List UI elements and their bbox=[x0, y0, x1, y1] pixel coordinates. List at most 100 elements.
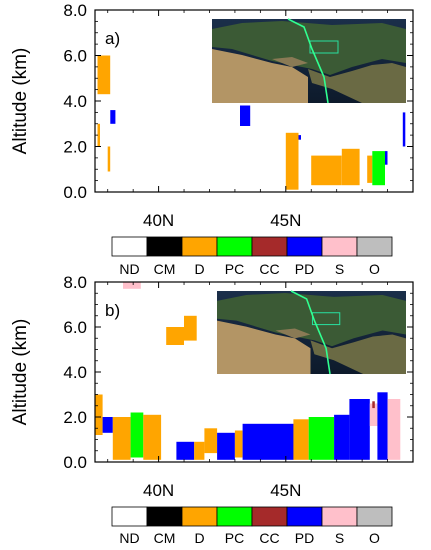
data-block-d bbox=[95, 394, 103, 435]
legend-label-s: S bbox=[335, 530, 344, 546]
legend-swatch-pd bbox=[286, 506, 323, 527]
y-tick-label: 8.0 bbox=[63, 273, 87, 292]
legend-bar: ND CM D PC CC PD S O bbox=[111, 506, 393, 546]
legend-label-o: O bbox=[369, 261, 380, 277]
legend-label-pd: PD bbox=[295, 530, 314, 546]
data-block-pd bbox=[110, 110, 116, 124]
legend-swatch-pc bbox=[216, 236, 253, 257]
y-tick-label: 8.0 bbox=[63, 1, 87, 20]
x-tick-label: 40N bbox=[143, 211, 174, 230]
map-region-box bbox=[311, 312, 341, 326]
legend-label-nd: ND bbox=[119, 261, 139, 277]
data-block-d bbox=[107, 146, 111, 172]
data-block-pd bbox=[334, 414, 350, 460]
legend-swatch-cm bbox=[146, 236, 183, 257]
data-block-d bbox=[204, 428, 218, 454]
satellite-track bbox=[290, 290, 331, 375]
data-block-d bbox=[166, 327, 184, 345]
x-tick-label: 45N bbox=[270, 211, 301, 230]
data-block-pd bbox=[240, 105, 251, 126]
legend-label-pc: PC bbox=[225, 261, 244, 277]
legend-swatch-nd bbox=[111, 236, 148, 257]
data-block-d bbox=[97, 123, 100, 147]
legend-swatch-pd bbox=[286, 236, 323, 257]
data-block-d bbox=[341, 148, 360, 186]
map-africa-arabia bbox=[217, 320, 311, 374]
legend-swatch-s bbox=[321, 506, 358, 527]
legend-label-pc: PC bbox=[225, 530, 244, 546]
legend-bar: ND CM D PC CC PD S O bbox=[111, 236, 393, 277]
legend-swatch-cc bbox=[251, 506, 288, 527]
data-block-d bbox=[367, 155, 373, 183]
y-tick-label: 4.0 bbox=[63, 92, 87, 111]
y-tick-label: 2.0 bbox=[63, 138, 87, 157]
data-block-pd bbox=[102, 417, 113, 433]
legend-label-cm: CM bbox=[154, 530, 176, 546]
satellite-track bbox=[287, 18, 329, 104]
data-block-d bbox=[184, 315, 197, 341]
legend-swatch-cc bbox=[251, 236, 288, 257]
data-block-cc bbox=[372, 401, 375, 409]
x-tick-label: 40N bbox=[143, 481, 174, 500]
legend-label-d: D bbox=[194, 530, 204, 546]
legend-swatch-o bbox=[356, 506, 393, 527]
panel-label: b) bbox=[105, 301, 120, 320]
legend-swatch-o bbox=[356, 236, 393, 257]
data-block-pd bbox=[298, 135, 301, 140]
data-block-pd bbox=[377, 392, 388, 460]
legend-swatch-cm bbox=[146, 506, 183, 527]
legend-label-cc: CC bbox=[259, 261, 279, 277]
legend-label-nd: ND bbox=[119, 530, 139, 546]
legend-swatch-nd bbox=[111, 506, 148, 527]
data-block-d bbox=[97, 55, 111, 95]
y-axis-title: Altitude (km) bbox=[10, 319, 31, 426]
map-south-asia bbox=[310, 334, 406, 374]
chart-panel-b: 0.0 2.0 4.0 6.0 8.0 40N 45N Altitude (km) b) ND CM… bbox=[10, 273, 414, 546]
legend-label-s: S bbox=[335, 261, 344, 277]
y-tick-label: 6.0 bbox=[63, 47, 87, 66]
data-block-pc bbox=[372, 151, 385, 186]
satellite-map-inset bbox=[217, 290, 406, 375]
data-block-pd bbox=[176, 441, 195, 460]
data-block-s bbox=[369, 403, 378, 426]
data-block-pd bbox=[349, 399, 370, 460]
map-eurasia bbox=[212, 21, 406, 75]
map-africa-arabia bbox=[212, 49, 308, 103]
map-region-box bbox=[309, 40, 339, 54]
data-block-d bbox=[143, 414, 162, 460]
map-desert bbox=[275, 328, 311, 339]
x-tick-label: 45N bbox=[270, 481, 301, 500]
y-axis-title: Altitude (km) bbox=[10, 48, 31, 155]
map-desert bbox=[272, 57, 308, 67]
data-block-d bbox=[234, 430, 243, 458]
data-block-d bbox=[311, 155, 342, 186]
legend-label-cc: CC bbox=[259, 530, 279, 546]
data-block-pd bbox=[217, 432, 235, 460]
data-block-s bbox=[123, 282, 141, 289]
map-eurasia bbox=[217, 293, 406, 347]
data-block-d bbox=[285, 132, 299, 190]
data-block-pd bbox=[242, 423, 294, 460]
data-block-pc bbox=[130, 412, 144, 458]
y-tick-label: 0.0 bbox=[63, 453, 87, 472]
data-block-d bbox=[112, 417, 131, 460]
data-block-pc bbox=[308, 417, 335, 460]
data-block-pd bbox=[402, 112, 406, 147]
data-block-d bbox=[194, 441, 205, 460]
legend-swatch-d bbox=[181, 236, 218, 257]
data-block-pd bbox=[385, 151, 388, 165]
satellite-map-inset bbox=[212, 18, 406, 104]
y-tick-label: 2.0 bbox=[63, 408, 87, 427]
legend-label-d: D bbox=[194, 261, 204, 277]
y-tick-label: 4.0 bbox=[63, 363, 87, 382]
legend-label-cm: CM bbox=[154, 261, 176, 277]
map-south-asia bbox=[308, 63, 406, 103]
data-block-d bbox=[293, 419, 309, 460]
data-block-s bbox=[387, 399, 401, 460]
y-tick-label: 0.0 bbox=[63, 183, 87, 202]
legend-swatch-d bbox=[181, 506, 218, 527]
legend-label-o: O bbox=[369, 530, 380, 546]
y-tick-label: 6.0 bbox=[63, 318, 87, 337]
chart-panel-a: 0.0 2.0 4.0 6.0 8.0 40N 45N Altitude (km) a) ND CM… bbox=[10, 1, 414, 277]
legend-label-pd: PD bbox=[295, 261, 314, 277]
